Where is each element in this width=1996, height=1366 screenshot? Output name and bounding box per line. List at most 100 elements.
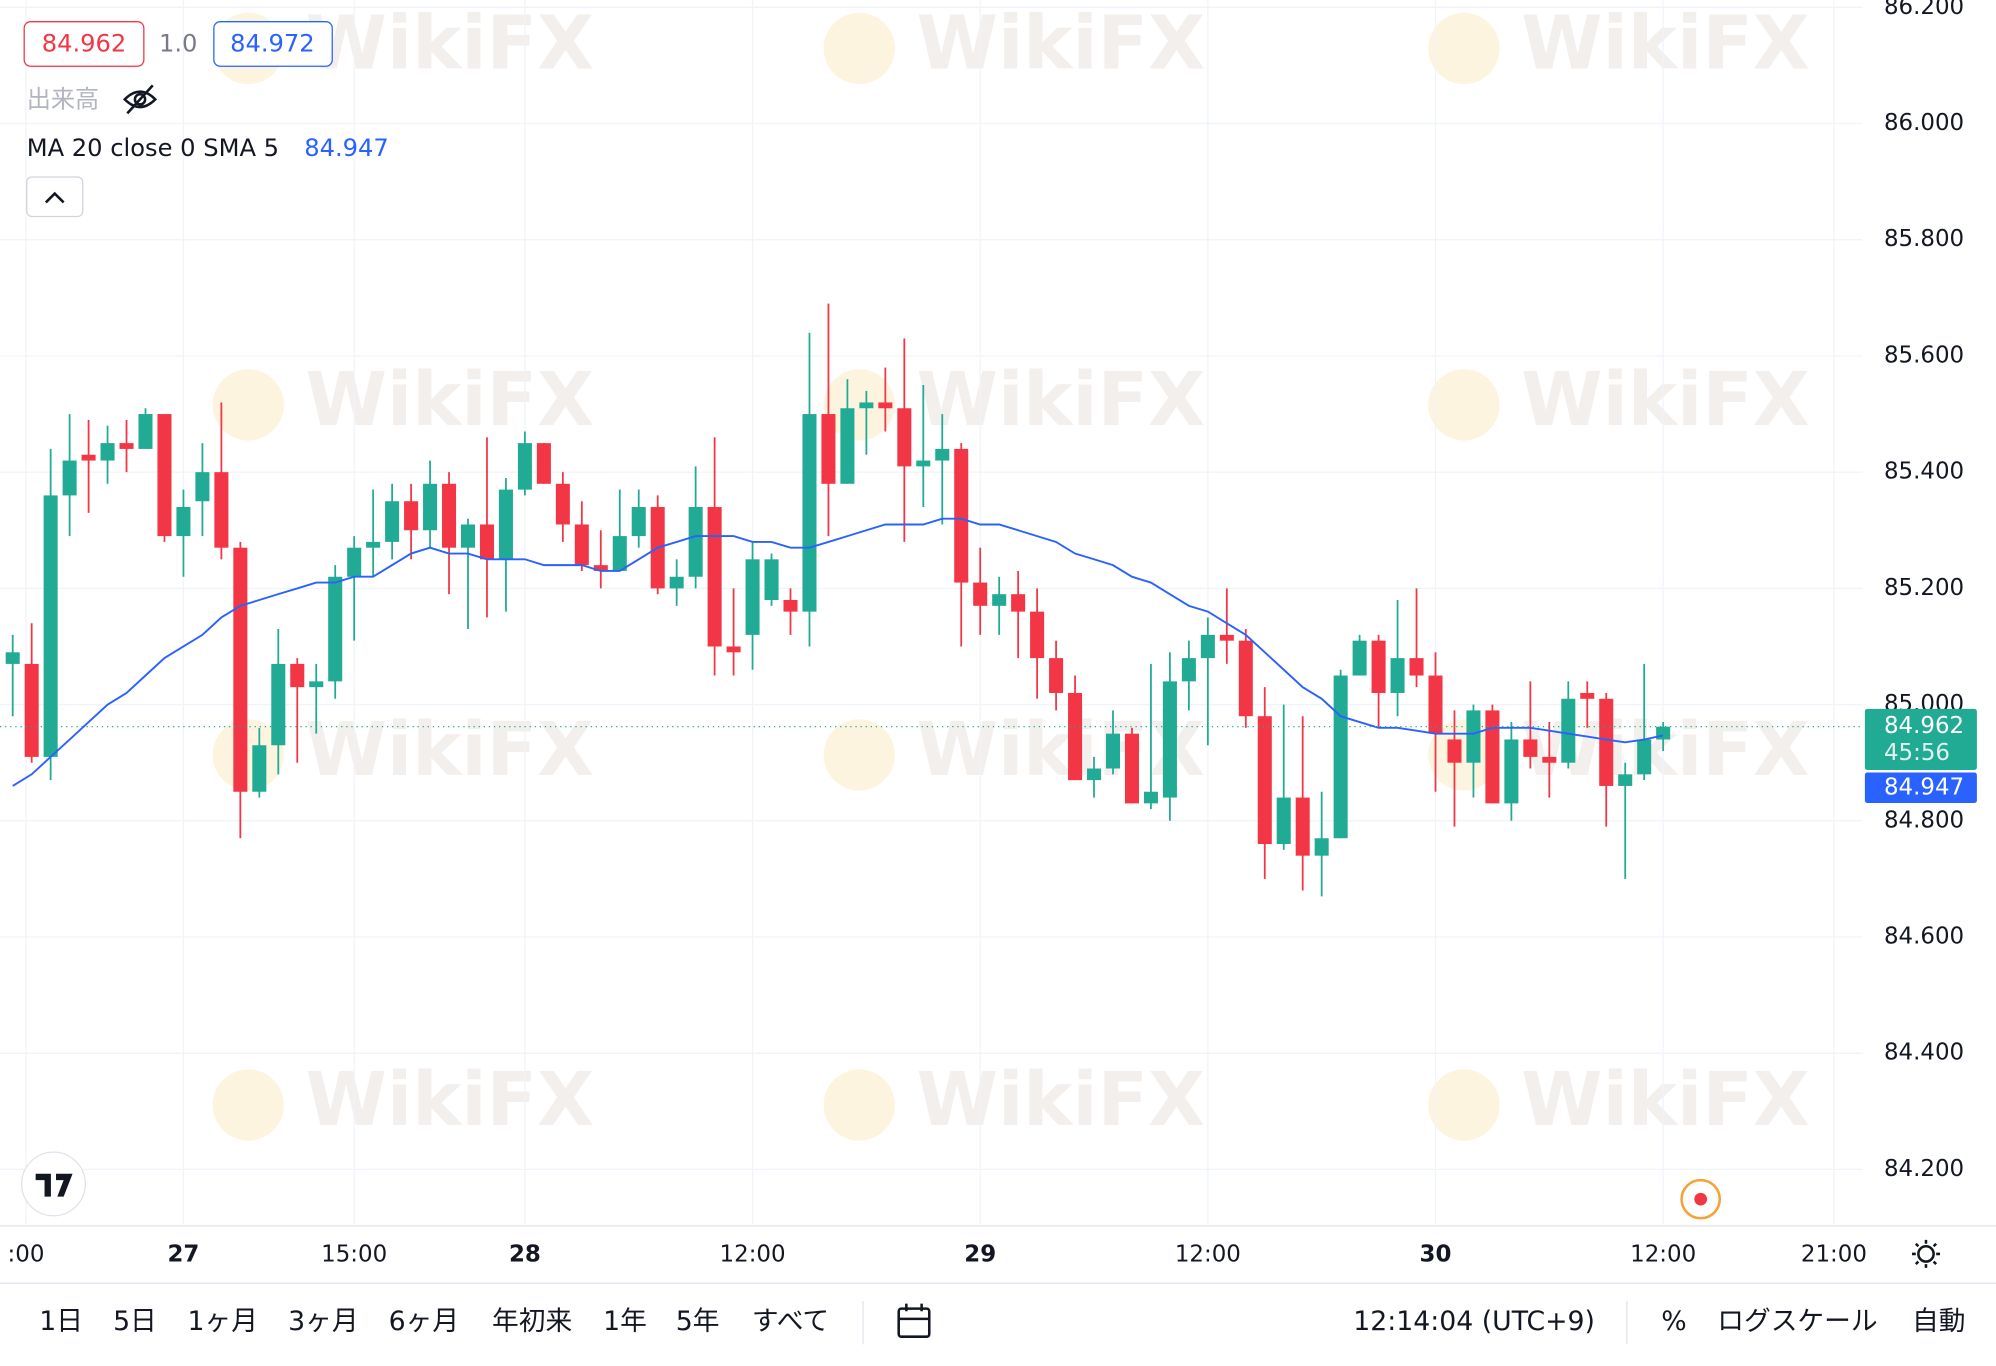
- y-tick-label: 86.200: [1884, 0, 1964, 20]
- candle-body: [1542, 756, 1557, 763]
- range-button[interactable]: 3ヶ月: [288, 1306, 358, 1337]
- range-button[interactable]: すべて: [752, 1306, 829, 1337]
- ma-price-tag: [1864, 772, 1977, 804]
- log-scale-toggle[interactable]: ログスケール: [1717, 1306, 1877, 1337]
- watermark: WikiFX: [306, 707, 595, 793]
- candle-body: [460, 524, 476, 548]
- candle-body: [24, 663, 39, 757]
- grid: 84.20084.40084.60084.80085.00085.20085.4…: [0, 0, 1964, 1268]
- bid-price: 84.962: [42, 30, 127, 58]
- watermark-logo: [1428, 369, 1500, 441]
- x-tick-label: 12:00: [720, 1242, 786, 1268]
- range-button[interactable]: 1日: [39, 1306, 83, 1337]
- candle-body: [252, 745, 267, 792]
- candle-body: [1637, 739, 1652, 775]
- range-button[interactable]: 1ヶ月: [188, 1306, 258, 1337]
- candle-body: [916, 460, 931, 467]
- candle-body: [347, 547, 362, 577]
- candle-body: [1068, 692, 1083, 781]
- candle-body: [897, 408, 912, 467]
- candle-body: [783, 600, 798, 612]
- candle-body: [992, 594, 1007, 606]
- candle-body: [100, 443, 115, 461]
- candle-body: [81, 454, 96, 461]
- watermark-logo: [823, 1069, 895, 1141]
- event-dot: [1694, 1192, 1708, 1206]
- auto-toggle[interactable]: 自動: [1912, 1306, 1965, 1337]
- candle-body: [536, 443, 551, 484]
- x-tick-label: 15:00: [321, 1242, 387, 1268]
- candle-body: [328, 576, 343, 682]
- candle-body: [745, 559, 760, 635]
- candle-body: [555, 483, 570, 525]
- candle-body: [1618, 774, 1633, 786]
- candle-body: [1561, 698, 1576, 763]
- watermark-logo: [1428, 1069, 1500, 1141]
- settings-icon[interactable]: [1911, 1239, 1940, 1268]
- candle-body: [442, 483, 457, 548]
- candle-body: [366, 541, 381, 548]
- compare-icon[interactable]: [897, 1303, 931, 1338]
- watermark: WikiFX: [306, 357, 595, 443]
- candle-body: [1276, 797, 1291, 845]
- watermark: WikiFX: [306, 0, 595, 86]
- candle-body: [404, 501, 419, 531]
- candle-body: [669, 576, 684, 589]
- candle-body: [1656, 726, 1671, 740]
- candle-body: [138, 414, 153, 449]
- y-tick-label: 85.800: [1884, 226, 1964, 252]
- x-tick-label: 28: [509, 1242, 541, 1268]
- watermark: WikiFX: [1521, 0, 1809, 86]
- candle-body: [1580, 692, 1595, 699]
- candle-body: [233, 547, 248, 792]
- candle-body: [859, 402, 874, 409]
- bid-box: [23, 21, 145, 67]
- candle-body: [1428, 675, 1443, 734]
- y-tick-label: 84.400: [1884, 1040, 1964, 1066]
- tv-logo[interactable]: [21, 1151, 86, 1217]
- watermark-logo: [1428, 719, 1500, 791]
- range-button[interactable]: 1年: [603, 1306, 647, 1337]
- spread: 1.0: [159, 30, 197, 58]
- range-button[interactable]: 5日: [113, 1306, 157, 1337]
- percent-toggle[interactable]: %: [1661, 1306, 1686, 1337]
- candle-body: [1333, 675, 1348, 839]
- candle-body: [214, 472, 229, 548]
- watermark: WikiFX: [917, 357, 1206, 443]
- plot: [0, 303, 1863, 897]
- range-button[interactable]: 年初来: [492, 1306, 572, 1337]
- range-button[interactable]: 6ヶ月: [389, 1306, 459, 1337]
- candle-body: [878, 402, 893, 409]
- candle-body: [385, 501, 400, 542]
- watermark-logo: [823, 12, 895, 85]
- candle-body: [1257, 716, 1272, 845]
- ma-value: 84.947: [304, 134, 389, 162]
- candle-body: [423, 483, 438, 531]
- ask-box: [213, 21, 333, 67]
- x-tick-label: 29: [964, 1242, 996, 1268]
- y-tick-label: 84.200: [1884, 1156, 1964, 1182]
- candle-body: [1162, 681, 1177, 798]
- candle-body: [1485, 710, 1500, 804]
- candle-body: [1352, 640, 1367, 676]
- candle-body: [517, 443, 532, 490]
- candle-body: [1390, 658, 1405, 693]
- candle-body: [726, 646, 741, 653]
- watermark-logo: [212, 1069, 284, 1141]
- range-button[interactable]: 5年: [676, 1306, 720, 1337]
- x-tick-label: 30: [1420, 1242, 1452, 1268]
- collapse-button[interactable]: [26, 176, 84, 218]
- candle-body: [1011, 594, 1026, 612]
- clock: 12:14:04 (UTC+9): [1353, 1306, 1595, 1337]
- candle-body: [821, 414, 836, 484]
- candle-body: [593, 565, 608, 571]
- y-tick-label: 84.800: [1884, 807, 1964, 833]
- candle-body: [954, 448, 969, 583]
- candle-body: [1143, 791, 1158, 804]
- candle-body: [1466, 710, 1481, 763]
- x-tick-label: 27: [167, 1242, 199, 1268]
- hide-icon[interactable]: [122, 84, 158, 115]
- candle-body: [290, 663, 305, 688]
- candle-body: [1409, 658, 1424, 676]
